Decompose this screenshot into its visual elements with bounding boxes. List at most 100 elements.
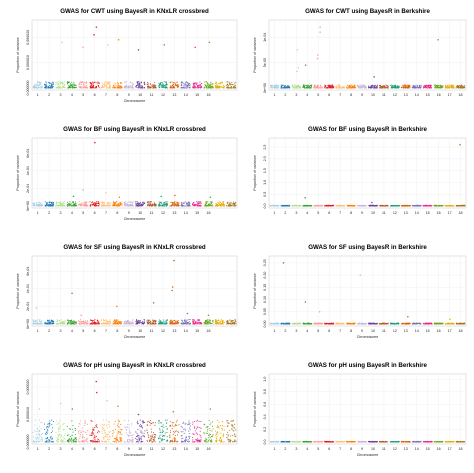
snp-point xyxy=(221,86,223,88)
snp-point xyxy=(35,86,37,88)
snp-point xyxy=(109,81,111,83)
x-tick-label: 14 xyxy=(184,93,188,97)
snp-point xyxy=(405,84,407,86)
snp-point xyxy=(135,202,137,204)
snp-point xyxy=(203,87,205,89)
snp-point xyxy=(205,87,207,89)
snp-point xyxy=(129,81,131,83)
snp-point xyxy=(106,205,108,207)
snp-point xyxy=(181,320,183,322)
snp-point xyxy=(82,204,84,206)
snp-point xyxy=(84,204,87,206)
snp-point xyxy=(382,205,384,207)
snp-point xyxy=(321,87,323,89)
x-tick-label: 1 xyxy=(273,211,275,215)
snp-point xyxy=(446,85,448,87)
snp-point xyxy=(183,323,185,325)
snp-point xyxy=(161,203,163,205)
snp-point xyxy=(97,81,99,83)
snp-point xyxy=(55,84,57,86)
snp-point xyxy=(106,86,108,88)
snp-point xyxy=(121,87,123,89)
snp-point xyxy=(59,87,61,89)
snp-point xyxy=(89,83,92,85)
snp-point xyxy=(172,203,174,205)
snp-point xyxy=(220,83,222,85)
snp-point xyxy=(288,87,290,89)
snp-point xyxy=(150,87,152,89)
snp-point xyxy=(180,205,182,207)
snp-point xyxy=(114,203,116,205)
snp-point xyxy=(223,85,226,88)
x-tick-label: 17 xyxy=(448,93,452,97)
snp-point xyxy=(401,86,403,88)
snp-point xyxy=(390,205,392,207)
snp-point xyxy=(180,81,182,83)
snp-point xyxy=(275,87,277,89)
snp-point xyxy=(128,86,130,88)
x-tick-label: 15 xyxy=(426,93,430,97)
snp-point xyxy=(184,84,186,86)
snp-point xyxy=(461,85,463,87)
panel-title: GWAS for CWT using BayesR in KNxLR cross… xyxy=(60,8,209,15)
snp-point xyxy=(357,85,359,87)
snp-point xyxy=(84,202,86,204)
snp-point xyxy=(148,85,150,88)
snp-point xyxy=(187,205,189,207)
snp-peak-point xyxy=(316,57,319,60)
snp-point xyxy=(228,83,230,85)
snp-point xyxy=(193,87,195,89)
snp-point xyxy=(170,87,172,89)
snp-point xyxy=(48,86,50,88)
snp-point xyxy=(116,319,118,321)
snp-point xyxy=(215,202,217,205)
snp-point xyxy=(166,205,168,207)
snp-point xyxy=(451,85,453,87)
snp-point xyxy=(161,84,163,86)
snp-point xyxy=(149,320,152,322)
snp-point xyxy=(176,204,178,206)
snp-point xyxy=(61,87,63,89)
snp-point xyxy=(295,204,297,206)
snp-point xyxy=(137,81,139,83)
snp-point xyxy=(146,205,148,207)
snp-point xyxy=(140,201,142,203)
snp-point xyxy=(69,201,71,203)
snp-point xyxy=(306,87,308,89)
snp-point xyxy=(115,84,117,86)
plot-frame xyxy=(31,137,238,209)
snp-point xyxy=(453,85,455,87)
y-tick-label: 5e-05 xyxy=(263,58,267,67)
snp-point xyxy=(163,322,166,325)
snp-point xyxy=(210,85,212,87)
snp-point xyxy=(102,205,104,207)
snp-point xyxy=(228,81,230,83)
snp-point xyxy=(233,82,235,84)
snp-point xyxy=(107,201,109,204)
snp-point xyxy=(81,82,83,84)
snp-peak-point xyxy=(437,39,439,41)
snp-peak-point xyxy=(319,26,321,28)
snp-point xyxy=(439,85,441,87)
snp-point xyxy=(364,86,366,88)
panel-title: GWAS for BF using BayesR in Berkshire xyxy=(308,126,428,133)
snp-point xyxy=(402,85,404,87)
snp-point xyxy=(74,87,76,89)
snp-point xyxy=(169,205,171,207)
snp-point xyxy=(45,323,47,325)
snp-point xyxy=(117,86,119,88)
snp-point xyxy=(127,86,129,89)
snp-peak-point xyxy=(95,26,98,28)
snp-point xyxy=(48,323,50,325)
snp-point xyxy=(207,86,209,88)
snp-point xyxy=(214,87,216,89)
snp-point xyxy=(296,84,298,86)
snp-point xyxy=(128,321,130,323)
snp-peak-point xyxy=(160,195,162,198)
snp-point xyxy=(406,86,408,88)
snp-point xyxy=(458,87,460,89)
snp-point xyxy=(184,83,186,85)
snp-point xyxy=(230,85,232,87)
snp-point xyxy=(83,86,85,88)
y-tick-label: 1.5 xyxy=(263,168,267,173)
